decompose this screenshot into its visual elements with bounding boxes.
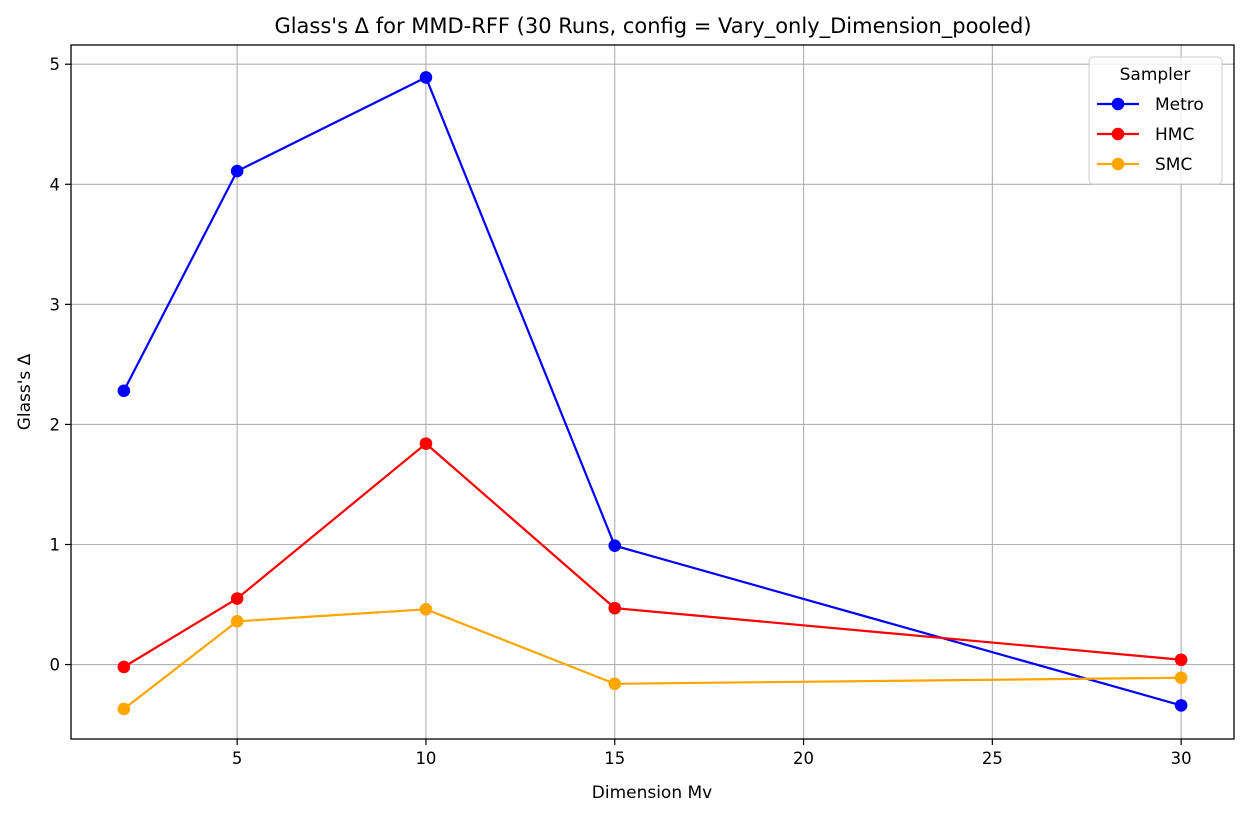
x-tick-label: 5 bbox=[232, 749, 243, 768]
data-point-hmc bbox=[1174, 653, 1188, 667]
x-tick-label: 10 bbox=[415, 749, 436, 768]
data-point-smc bbox=[230, 615, 244, 628]
legend-title: Sampler bbox=[1120, 65, 1191, 85]
data-point-metro bbox=[419, 71, 433, 84]
legend-item-smc: SMC bbox=[1097, 155, 1192, 175]
data-point-hmc bbox=[117, 660, 131, 674]
plot-frame bbox=[70, 44, 1235, 740]
legend-marker bbox=[1111, 157, 1125, 171]
legend-marker bbox=[1111, 97, 1125, 111]
legend-box bbox=[1088, 56, 1223, 185]
x-axis-label: Dimension Mv bbox=[592, 783, 713, 803]
data-point-metro bbox=[608, 539, 622, 552]
data-point-hmc bbox=[230, 592, 244, 605]
chart-title: Glass's Δ for MMD-RFF (30 Runs, config =… bbox=[274, 14, 1031, 39]
data-point-smc bbox=[608, 677, 622, 691]
y-tick-label: 2 bbox=[50, 415, 61, 434]
x-tick-label: 30 bbox=[1171, 749, 1192, 768]
legend-label: Metro bbox=[1155, 95, 1204, 115]
data-point-metro bbox=[117, 384, 131, 398]
series-layer bbox=[117, 71, 1188, 716]
legend-marker bbox=[1111, 127, 1125, 141]
series-smc bbox=[117, 603, 1188, 716]
data-point-metro bbox=[1174, 699, 1188, 712]
y-tick-label: 3 bbox=[50, 295, 61, 314]
series-hmc bbox=[117, 437, 1188, 674]
series-metro bbox=[117, 71, 1188, 712]
y-tick-label: 4 bbox=[50, 175, 61, 194]
data-point-metro bbox=[230, 164, 244, 178]
legend-label: HMC bbox=[1155, 125, 1194, 145]
data-point-smc bbox=[1174, 671, 1188, 685]
legend-label: SMC bbox=[1155, 155, 1192, 175]
y-tick-label: 5 bbox=[50, 55, 61, 74]
legend-item-hmc: HMC bbox=[1097, 125, 1194, 145]
x-tick-label: 15 bbox=[604, 749, 625, 768]
legend: Sampler Metro HMC SMC bbox=[1088, 56, 1223, 185]
y-tick-label: 0 bbox=[50, 656, 61, 675]
y-axis-label: Glass's Δ bbox=[15, 353, 35, 430]
x-tick-label: 25 bbox=[982, 749, 1003, 768]
x-tick-label: 20 bbox=[793, 749, 814, 768]
legend-items: Metro HMC SMC bbox=[1097, 95, 1204, 175]
legend-item-metro: Metro bbox=[1097, 95, 1204, 115]
data-point-hmc bbox=[419, 437, 433, 450]
y-tick-label: 1 bbox=[50, 535, 61, 554]
data-point-hmc bbox=[608, 601, 622, 615]
data-point-smc bbox=[117, 702, 131, 716]
data-point-smc bbox=[419, 603, 433, 616]
ticks: 5 10 15 20 25 30 0 1 2 3 4 5 bbox=[50, 55, 1192, 768]
